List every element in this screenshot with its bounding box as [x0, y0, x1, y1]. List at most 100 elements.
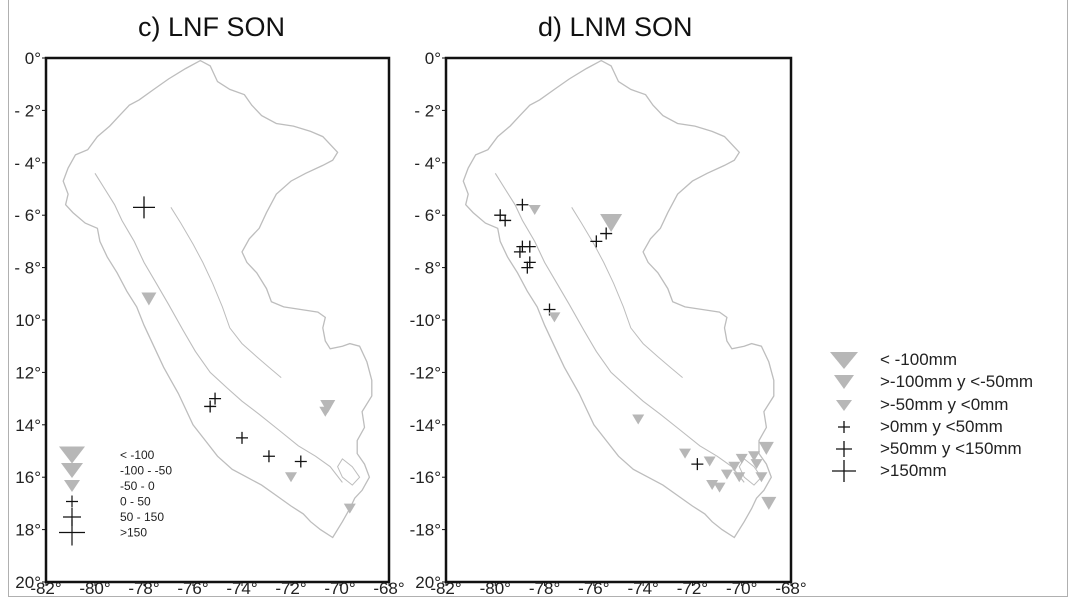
y-tick-label: - 2° [414, 101, 441, 120]
y-tick-label: -12° [410, 363, 441, 382]
internal-boundary [571, 207, 683, 378]
x-tick-label: -68° [373, 579, 404, 598]
large-triangle-icon [830, 352, 858, 369]
plus-marker [691, 458, 704, 471]
triangle-marker [703, 456, 716, 467]
internal-boundary [170, 207, 282, 378]
triangle-marker [706, 480, 719, 491]
y-tick-label: 20° [415, 573, 441, 592]
triangle-marker [319, 406, 332, 417]
plus-marker [600, 227, 613, 240]
x-tick-label: -80° [480, 579, 511, 598]
y-tick-label: -18° [410, 521, 441, 540]
plus-marker [590, 235, 603, 248]
x-tick-label: -76° [578, 579, 609, 598]
triangle-marker [713, 482, 726, 493]
y-tick-label: 0° [25, 49, 41, 68]
inset-legend-label: 0 - 50 [120, 495, 151, 509]
legend-triangle-icon [61, 463, 83, 478]
triangle-marker [548, 312, 561, 323]
large-plus-icon [832, 460, 856, 482]
small-triangle-icon [836, 400, 852, 411]
triangle-marker [679, 448, 692, 459]
y-tick-label: - 8° [414, 259, 441, 278]
legend-label: < -100mm [880, 350, 957, 369]
figure-frame [8, 0, 1068, 597]
x-tick-label: -72° [275, 579, 306, 598]
x-tick-label: -70° [324, 579, 355, 598]
lake-titicaca-outline [738, 458, 763, 486]
x-tick-label: -82° [430, 579, 461, 598]
triangle-marker [761, 496, 777, 510]
y-tick-label: 20° [15, 573, 41, 592]
plus-marker [133, 196, 155, 219]
country-outline [62, 59, 373, 539]
plus-marker [499, 214, 512, 227]
triangle-marker [320, 399, 336, 413]
small-plus-icon [838, 421, 850, 433]
medium-triangle-icon [834, 375, 854, 389]
legend-plus-icon [66, 495, 78, 508]
triangle-marker [733, 472, 746, 483]
x-tick-label: -78° [128, 579, 159, 598]
y-tick-label: 0° [425, 49, 441, 68]
plus-marker [523, 256, 536, 269]
legend-triangle-icon [59, 446, 85, 464]
triangle-marker [750, 459, 763, 470]
legend-label: >-100mm y <-50mm [880, 372, 1034, 391]
internal-boundary [494, 173, 745, 483]
inset-legend-label: -50 - 0 [120, 479, 155, 493]
triangle-marker [728, 461, 741, 472]
plus-marker [294, 455, 307, 468]
x-tick-label: -80° [79, 579, 110, 598]
plus-marker [521, 261, 534, 274]
inset-legend-label: 50 - 150 [120, 510, 164, 524]
x-tick-label: -72° [677, 579, 708, 598]
y-tick-label: - 4° [414, 154, 441, 173]
y-tick-label: 16° [15, 468, 41, 487]
y-tick-label: 12° [15, 363, 41, 382]
x-tick-label: -78° [529, 579, 560, 598]
y-tick-label: - 6° [14, 206, 41, 225]
x-tick-label: -82° [30, 579, 61, 598]
y-tick-label: 10° [15, 311, 41, 330]
legend-plus-icon [59, 519, 85, 546]
inset-legend-label: -100 - -50 [120, 464, 172, 478]
country-outline [462, 59, 775, 539]
panel-d-title: d) LNM SON [538, 12, 693, 42]
triangle-marker [735, 453, 748, 464]
plus-marker [513, 245, 526, 258]
y-tick-label: - 8° [14, 259, 41, 278]
legend-label: >0mm y <50mm [880, 417, 1003, 436]
legend-label: >-50mm y <0mm [880, 395, 1009, 414]
triangle-marker [141, 292, 157, 306]
lake-titicaca-outline [337, 458, 361, 486]
triangle-marker [720, 469, 733, 480]
plus-marker [262, 450, 275, 463]
plus-marker [236, 431, 248, 444]
triangle-marker [600, 214, 623, 233]
triangle-marker [528, 204, 541, 215]
plus-marker [204, 400, 217, 413]
y-tick-label: 14° [15, 416, 41, 435]
x-tick-label: -76° [177, 579, 208, 598]
y-tick-label: 18° [15, 521, 41, 540]
y-tick-label: - 2° [14, 101, 41, 120]
internal-boundary [94, 173, 343, 483]
triangle-marker [632, 414, 645, 425]
x-tick-label: -70° [726, 579, 757, 598]
triangle-marker [748, 451, 761, 462]
legend-label: >50mm y <150mm [880, 439, 1022, 458]
y-tick-label: -10° [410, 311, 441, 330]
triangle-marker [755, 472, 768, 483]
x-tick-label: -74° [226, 579, 257, 598]
y-tick-label: -14° [410, 416, 441, 435]
legend-label: >150mm [880, 461, 947, 480]
y-tick-label: - 4° [14, 154, 41, 173]
medium-plus-icon [836, 441, 852, 457]
panel-c-title: c) LNF SON [138, 12, 286, 42]
inset-legend-label: < -100 [120, 448, 155, 462]
inset-legend-label: >150 [120, 526, 147, 540]
triangle-marker [758, 441, 774, 455]
